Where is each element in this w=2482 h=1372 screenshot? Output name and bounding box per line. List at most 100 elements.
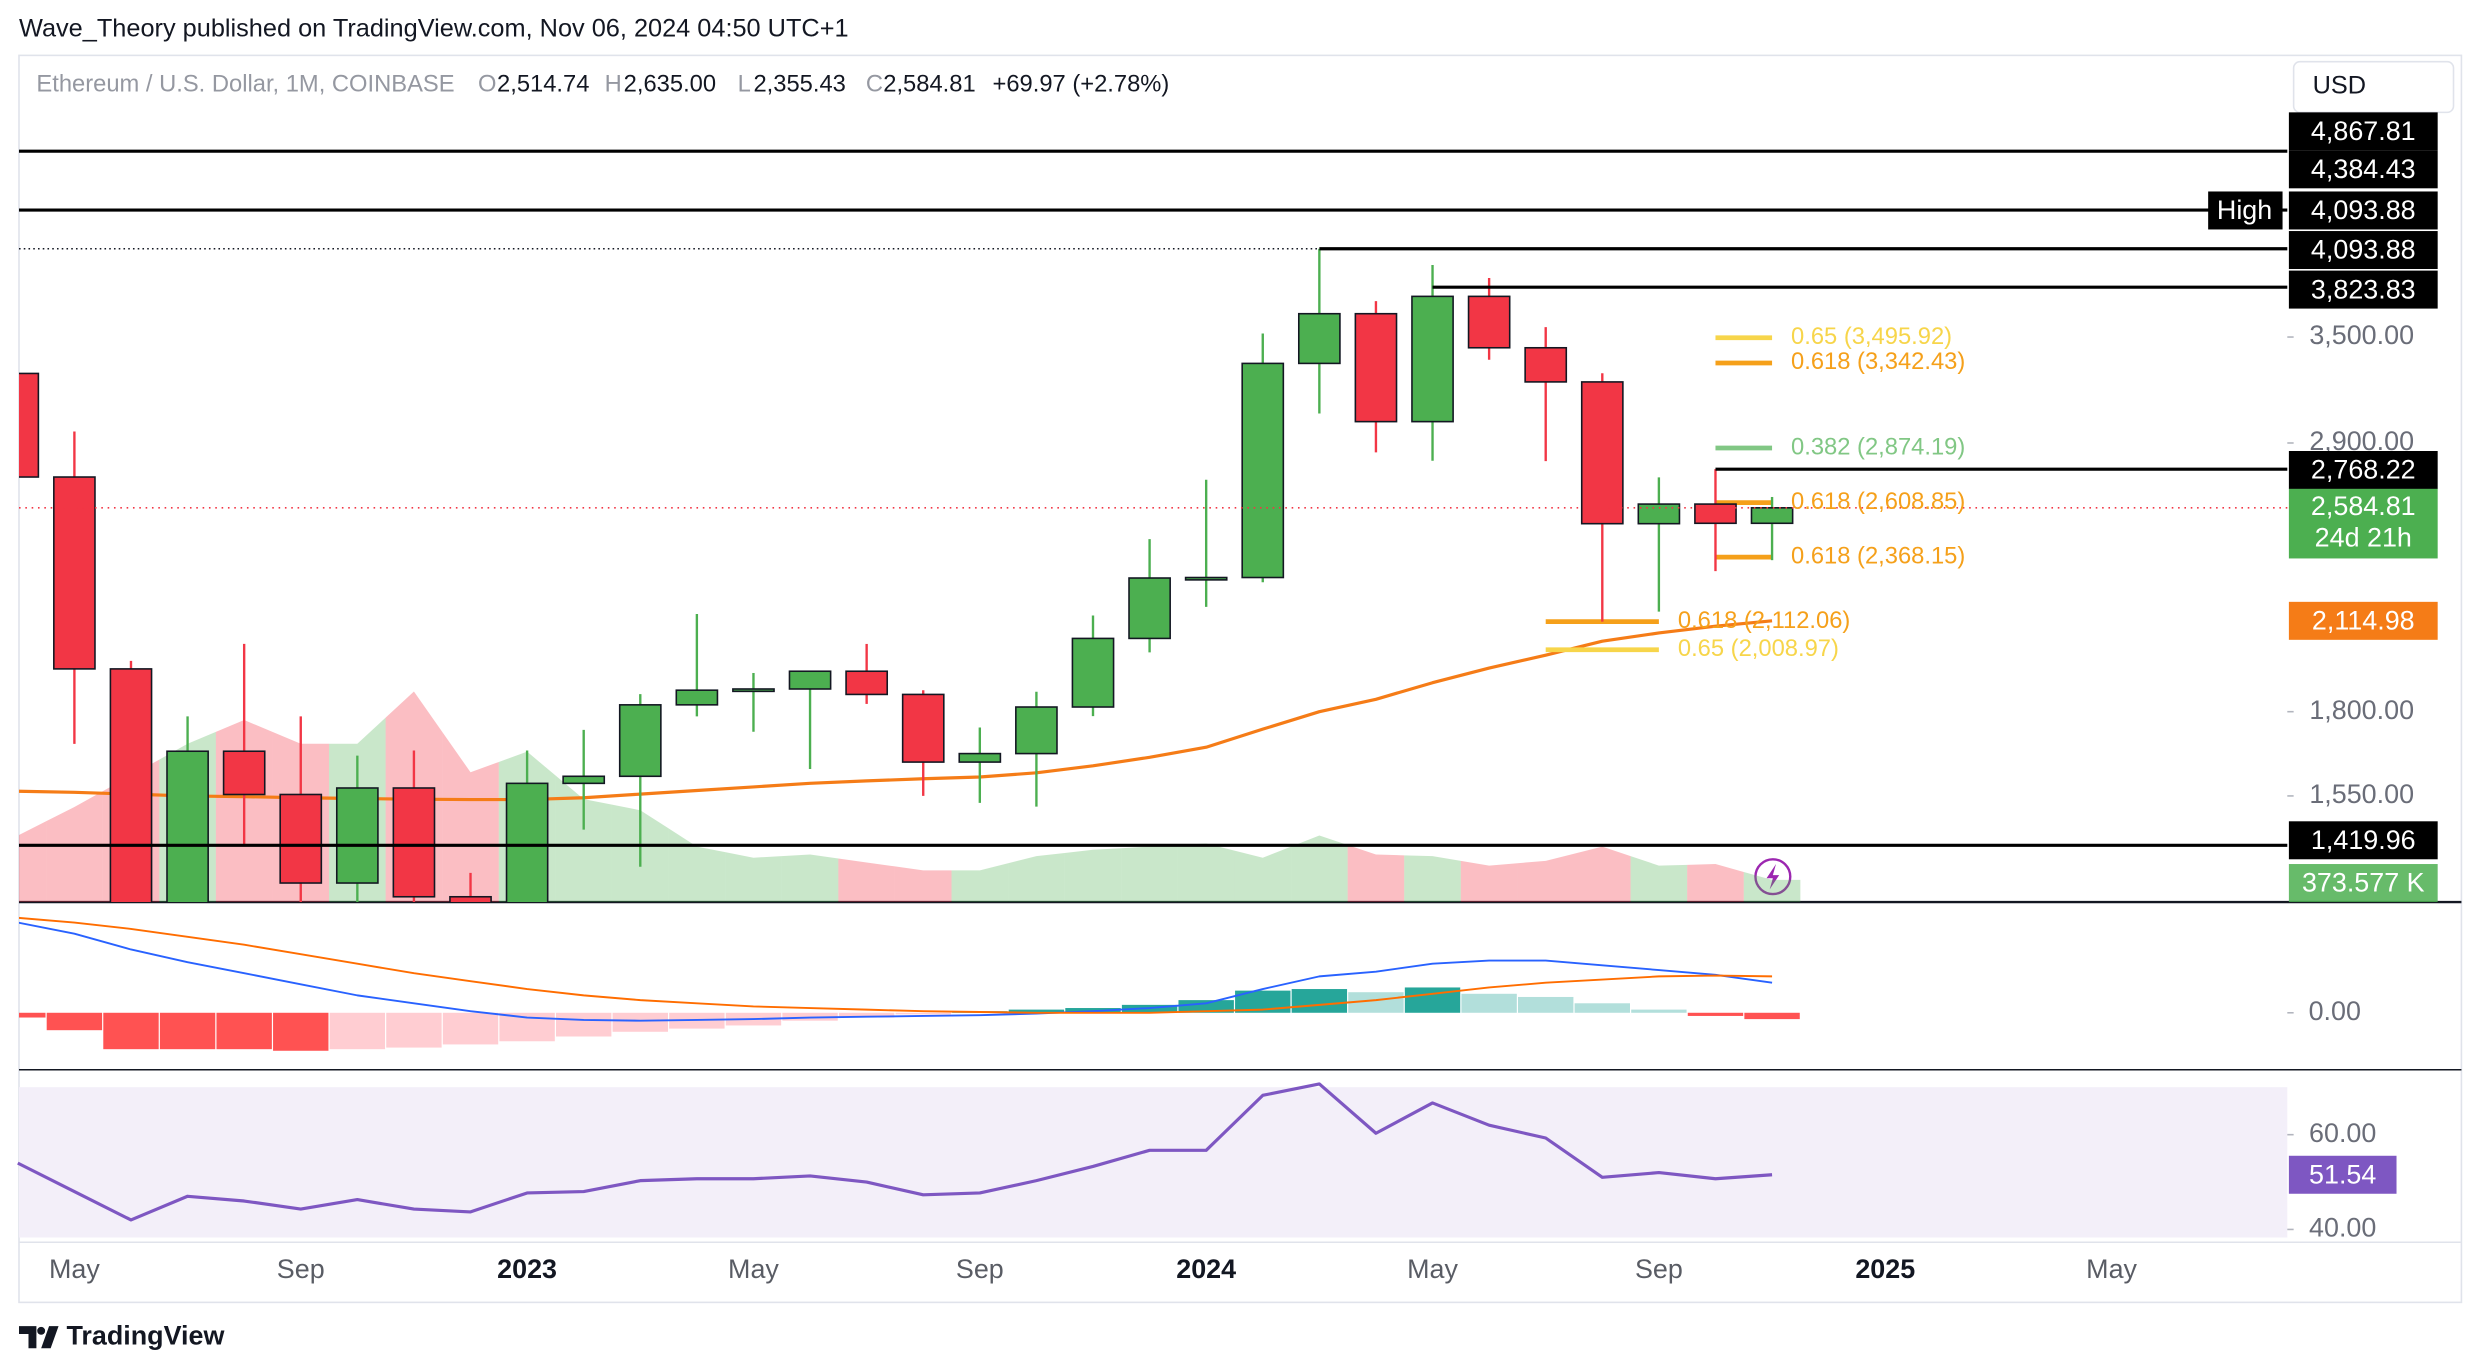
macd-histogram <box>1574 1003 1630 1013</box>
rsi-line <box>17 1082 1773 1222</box>
candle-body <box>222 750 266 796</box>
ohlc-key: C <box>866 72 883 98</box>
macd-histogram <box>1461 993 1517 1013</box>
macd-histogram <box>895 1012 951 1015</box>
volume-area <box>894 866 952 903</box>
x-tick-label: Sep <box>277 1254 325 1284</box>
candle-body <box>1524 346 1568 383</box>
x-tick-label: 2023 <box>497 1254 557 1284</box>
macd-line <box>18 921 1773 1022</box>
footer-logo <box>18 1326 59 1349</box>
x-tick-label: 2024 <box>1176 1254 1236 1284</box>
volume-area <box>18 821 47 903</box>
candle-body <box>1467 295 1511 349</box>
volume-area <box>1008 852 1065 903</box>
macd-histogram <box>1291 989 1348 1013</box>
y-tick-label: 3,500.00 <box>2309 320 2414 350</box>
alert-icon[interactable] <box>1754 858 1792 896</box>
macd-histogram <box>1348 992 1404 1013</box>
macd-histogram <box>216 1012 272 1050</box>
level-label: 3,823.83 <box>2311 274 2416 304</box>
candle-body <box>505 782 549 903</box>
rsi-tick-label: 60.00 <box>2309 1118 2376 1148</box>
macd-histogram <box>1518 996 1574 1013</box>
candle-body <box>109 668 153 903</box>
x-tick-label: May <box>728 1254 779 1284</box>
rsi-background <box>18 1087 2288 1238</box>
macd-histogram <box>555 1012 612 1037</box>
macd-histogram <box>838 1012 895 1018</box>
volume-label: 373.577 K <box>2302 868 2425 898</box>
candle-body <box>1750 507 1794 525</box>
level-label-box <box>2288 270 2438 309</box>
volume-area <box>1404 855 1461 903</box>
macd-histogram <box>46 1012 103 1031</box>
x-tick-label: May <box>1407 1254 1458 1284</box>
ohlc-key: O <box>478 72 496 98</box>
x-tick-label: 2025 <box>1855 1254 1915 1284</box>
candle-body <box>53 476 96 670</box>
x-tick-label: Sep <box>956 1254 1004 1284</box>
candle-body <box>1015 706 1058 755</box>
volume-area <box>442 731 499 903</box>
candle-body <box>1241 362 1285 579</box>
ohlc-value: 2,584.81 <box>883 72 975 98</box>
candle-body <box>788 670 832 690</box>
level-label-box <box>2288 150 2438 189</box>
candle-body <box>1411 295 1454 423</box>
high-value: 4,093.88 <box>2311 195 2416 225</box>
macd-histogram <box>1235 990 1291 1013</box>
rsi-tick-label: 40.00 <box>2309 1213 2376 1243</box>
symbol: Ethereum / U.S. Dollar, 1M, COINBASE <box>36 72 454 98</box>
publisher: Wave_Theory published on TradingView.com… <box>19 15 849 43</box>
macd-histogram <box>1744 1012 1800 1020</box>
high-text: High <box>2217 195 2272 225</box>
high-box <box>2208 191 2283 230</box>
x-tick-label: Sep <box>1635 1254 1683 1284</box>
ohlc-key: H <box>605 72 622 98</box>
macd-histogram <box>159 1012 216 1050</box>
candle-body <box>732 688 775 693</box>
volume-area <box>1234 846 1292 903</box>
currency[interactable]: USD <box>2313 72 2366 100</box>
volume-area <box>1517 853 1575 903</box>
candle-body <box>279 793 323 884</box>
high-value-box <box>2288 191 2438 230</box>
rsi-label: 51.54 <box>2309 1159 2376 1189</box>
macd-histogram <box>273 1012 329 1051</box>
macd-histogram <box>386 1012 442 1048</box>
countdown: 24d 21h <box>2315 523 2412 553</box>
macd-histogram <box>1178 1000 1234 1013</box>
macd-histogram <box>329 1012 386 1050</box>
candle-body <box>1580 381 1624 525</box>
last-price-box <box>2288 488 2438 559</box>
macd-histogram <box>1631 1009 1687 1013</box>
ma-box <box>2288 601 2438 640</box>
level-label-box <box>2288 451 2438 489</box>
level-label-box <box>2288 231 2438 270</box>
level-label: 4,867.81 <box>2311 116 2416 146</box>
ohlc-key: L <box>738 72 751 98</box>
volume-area <box>555 775 612 903</box>
macd-histogram <box>612 1012 668 1032</box>
ohlc-value: 2,355.43 <box>753 72 845 98</box>
candle-body <box>1297 312 1341 365</box>
volume-area <box>1630 856 1688 903</box>
price-pane <box>18 248 1801 903</box>
volume-area <box>1291 835 1348 903</box>
volume-area <box>1064 848 1122 903</box>
candle-body <box>392 787 436 898</box>
fib-label: 0.65 (2,008.97) <box>1678 636 1839 662</box>
volume-area <box>951 863 1009 903</box>
candle-body <box>901 693 945 763</box>
level-label: 1,419.96 <box>2311 825 2416 855</box>
candle-body <box>1637 503 1681 525</box>
volume-area <box>1743 871 1801 903</box>
signal-line <box>18 916 1773 1014</box>
volume-box <box>2288 864 2438 903</box>
y-tick-label: 1,550.00 <box>2309 779 2414 809</box>
candle-body <box>449 895 492 903</box>
candle-body <box>166 750 209 903</box>
rsi-box <box>2288 1155 2397 1194</box>
